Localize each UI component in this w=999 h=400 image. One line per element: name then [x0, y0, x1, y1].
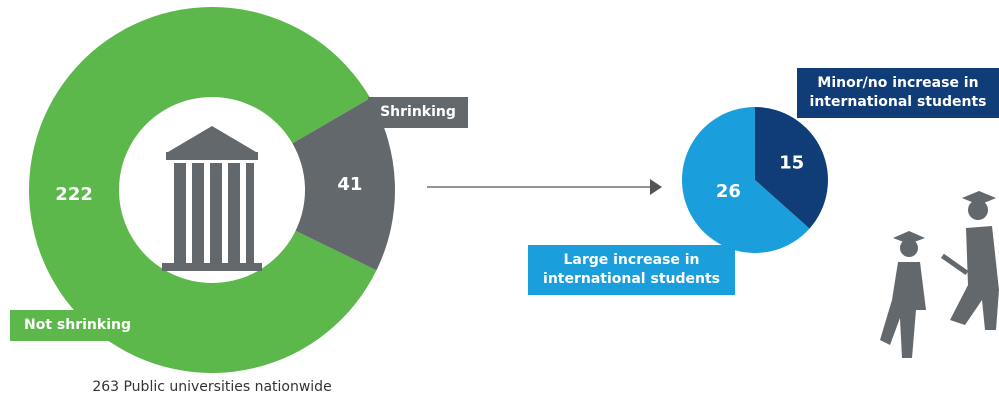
label-box: Large increase in international students [528, 245, 735, 295]
slice [292, 98, 395, 271]
caption: 263 Public universities nationwide [92, 379, 331, 395]
arrow-head [650, 179, 662, 195]
graduates-icon [880, 191, 999, 358]
label-box: Shrinking [368, 97, 468, 128]
data-label: 222 [55, 184, 93, 205]
building-icon [162, 126, 262, 271]
decor [162, 126, 999, 358]
data-label: 41 [337, 174, 362, 195]
slice [28, 6, 377, 373]
label-box: Not shrinking [10, 310, 145, 341]
slice [681, 107, 810, 254]
label-box: Minor/no increase in international stude… [797, 68, 999, 118]
data-label: 26 [716, 181, 741, 202]
slice [755, 107, 828, 229]
data-label: 15 [779, 153, 804, 174]
